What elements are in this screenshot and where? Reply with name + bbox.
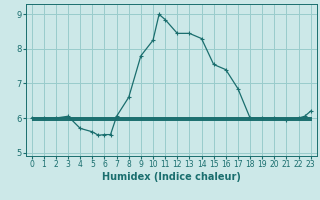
X-axis label: Humidex (Indice chaleur): Humidex (Indice chaleur)	[102, 172, 241, 182]
